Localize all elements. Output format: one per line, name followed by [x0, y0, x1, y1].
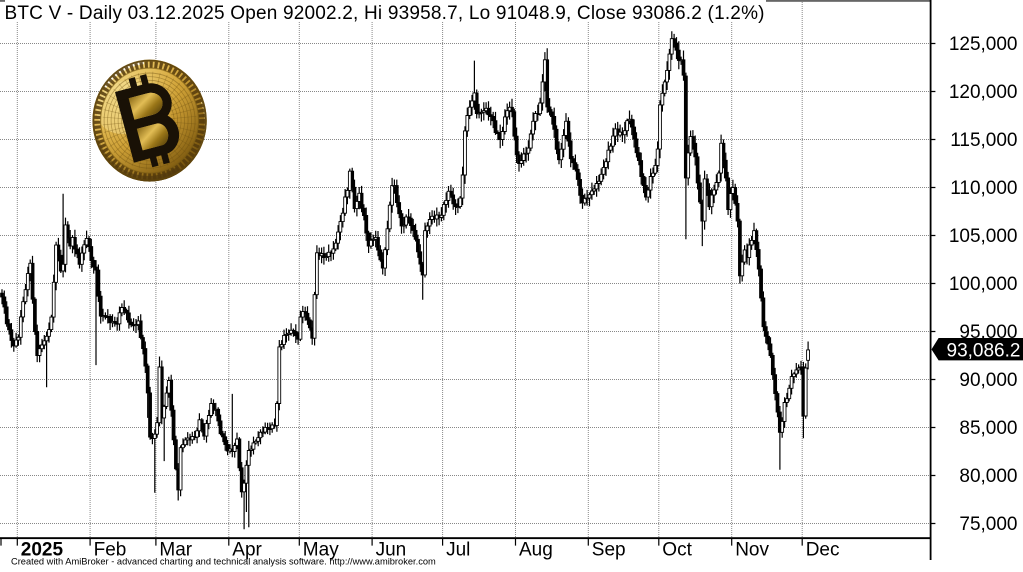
svg-text:Mar: Mar [159, 540, 192, 561]
svg-text:Apr: Apr [232, 540, 262, 561]
svg-text:Feb: Feb [94, 540, 127, 561]
svg-text:75,000: 75,000 [959, 514, 1017, 535]
svg-text:85,000: 85,000 [959, 418, 1017, 439]
svg-text:105,000: 105,000 [949, 226, 1018, 247]
svg-text:80,000: 80,000 [959, 466, 1017, 487]
svg-text:95,000: 95,000 [959, 322, 1017, 343]
svg-text:Oct: Oct [662, 540, 692, 561]
svg-text:100,000: 100,000 [949, 274, 1018, 295]
svg-text:2025: 2025 [21, 540, 64, 561]
svg-text:Aug: Aug [519, 540, 553, 561]
svg-text:May: May [303, 540, 339, 561]
svg-text:120,000: 120,000 [949, 82, 1018, 103]
svg-text:Jul: Jul [446, 540, 470, 561]
svg-text:93,086.2: 93,086.2 [947, 340, 1021, 361]
svg-text:125,000: 125,000 [949, 34, 1018, 55]
svg-text:90,000: 90,000 [959, 370, 1017, 391]
svg-text:Dec: Dec [806, 540, 840, 561]
svg-text:115,000: 115,000 [950, 130, 1017, 151]
svg-text:BTC V - Daily 03.12.2025 Open: BTC V - Daily 03.12.2025 Open 92002.2, H… [5, 3, 765, 24]
svg-text:Created with AmiBroker - advan: Created with AmiBroker - advanced charti… [11, 557, 436, 567]
svg-text:Nov: Nov [735, 540, 769, 561]
svg-text:Jun: Jun [376, 540, 407, 561]
svg-text:Sep: Sep [592, 540, 626, 561]
svg-text:110,000: 110,000 [950, 178, 1017, 199]
